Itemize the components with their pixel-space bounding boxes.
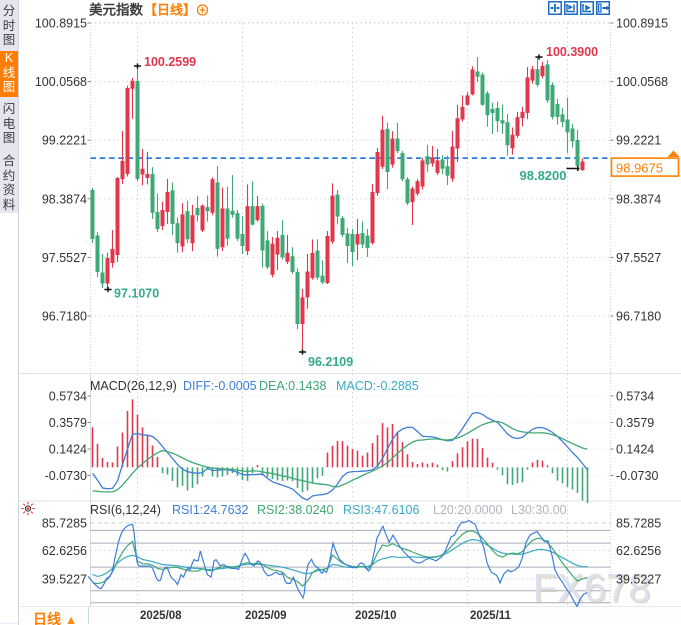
svg-text:97.5527: 97.5527 bbox=[42, 251, 87, 265]
svg-text:96.7180: 96.7180 bbox=[616, 310, 661, 324]
svg-text:0.1424: 0.1424 bbox=[616, 443, 654, 457]
svg-text:85.7285: 85.7285 bbox=[616, 516, 661, 530]
svg-text:L30:30.00: L30:30.00 bbox=[511, 503, 567, 517]
svg-text:L20:20.0000: L20:20.0000 bbox=[433, 503, 503, 517]
svg-text:FX678: FX678 bbox=[533, 567, 651, 611]
svg-text:RSI2:38.0240: RSI2:38.0240 bbox=[257, 503, 333, 517]
svg-text:99.2221: 99.2221 bbox=[616, 134, 661, 148]
svg-text:98.3874: 98.3874 bbox=[42, 192, 87, 206]
svg-text:RSI(6,12,24): RSI(6,12,24) bbox=[90, 503, 161, 517]
svg-text:99.2221: 99.2221 bbox=[42, 134, 87, 148]
svg-text:0.5734: 0.5734 bbox=[49, 390, 87, 404]
svg-text:0.3579: 0.3579 bbox=[49, 416, 87, 430]
svg-text:【日线】: 【日线】 bbox=[144, 3, 196, 18]
svg-text:62.6256: 62.6256 bbox=[616, 544, 661, 558]
svg-text:100.8915: 100.8915 bbox=[616, 17, 668, 31]
svg-text:39.5227: 39.5227 bbox=[42, 572, 87, 586]
svg-text:RSI3:47.6106: RSI3:47.6106 bbox=[343, 503, 419, 517]
svg-text:DEA:0.1438: DEA:0.1438 bbox=[259, 379, 326, 393]
svg-text:RSI1:24.7632: RSI1:24.7632 bbox=[172, 503, 248, 517]
svg-text:MACD:-0.2885: MACD:-0.2885 bbox=[336, 379, 419, 393]
svg-text:100.8915: 100.8915 bbox=[35, 17, 87, 31]
svg-text:100.2599: 100.2599 bbox=[144, 55, 196, 69]
svg-text:DIFF:-0.0005: DIFF:-0.0005 bbox=[183, 379, 257, 393]
svg-text:97.5527: 97.5527 bbox=[616, 251, 661, 265]
svg-text:0.5734: 0.5734 bbox=[616, 390, 654, 404]
svg-text:0.1424: 0.1424 bbox=[49, 443, 87, 457]
svg-text:100.0568: 100.0568 bbox=[35, 75, 87, 89]
svg-text:98.9675: 98.9675 bbox=[616, 160, 663, 175]
svg-text:85.7285: 85.7285 bbox=[42, 516, 87, 530]
svg-text:97.1070: 97.1070 bbox=[114, 287, 159, 301]
svg-text:98.3874: 98.3874 bbox=[616, 192, 661, 206]
svg-text:96.2109: 96.2109 bbox=[308, 355, 353, 369]
svg-text:39.5227: 39.5227 bbox=[616, 572, 661, 586]
svg-text:MACD(26,12,9): MACD(26,12,9) bbox=[90, 379, 177, 393]
svg-text:100.3900: 100.3900 bbox=[546, 45, 598, 59]
svg-text:-0.0730: -0.0730 bbox=[45, 469, 87, 483]
svg-text:62.6256: 62.6256 bbox=[42, 544, 87, 558]
svg-text:98.8200: 98.8200 bbox=[520, 168, 567, 183]
svg-text:美元指数: 美元指数 bbox=[89, 2, 143, 18]
svg-text:96.7180: 96.7180 bbox=[42, 310, 87, 324]
svg-text:0.3579: 0.3579 bbox=[616, 416, 654, 430]
svg-text:100.0568: 100.0568 bbox=[616, 75, 668, 89]
svg-text:FX678: FX678 bbox=[534, 568, 652, 612]
svg-text:-0.0730: -0.0730 bbox=[616, 469, 658, 483]
